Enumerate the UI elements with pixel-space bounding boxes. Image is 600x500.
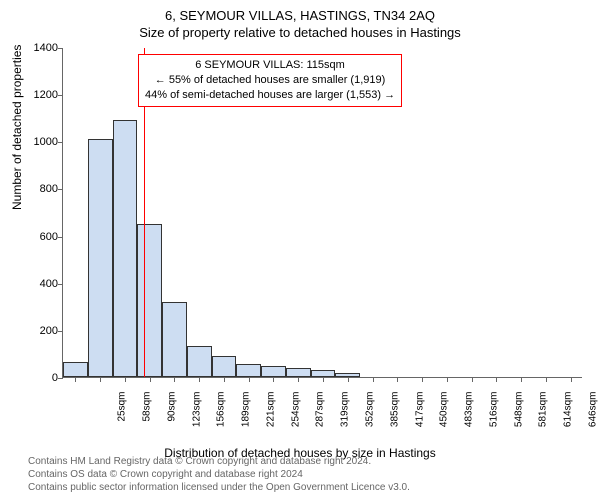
plot-region: 020040060080010001200140025sqm58sqm90sqm… xyxy=(62,48,582,378)
x-tick-label: 319sqm xyxy=(340,392,351,442)
annotation-line-1: 6 SEYMOUR VILLAS: 115sqm xyxy=(145,58,395,73)
x-tick-label: 646sqm xyxy=(587,392,598,442)
x-tick xyxy=(298,377,299,382)
histogram-bar xyxy=(162,302,187,377)
annotation-line-2: ← 55% of detached houses are smaller (1,… xyxy=(145,73,395,88)
footer-line-2: Contains OS data © Crown copyright and d… xyxy=(28,468,410,481)
histogram-bar xyxy=(286,368,311,377)
y-tick xyxy=(58,48,63,49)
x-tick xyxy=(397,377,398,382)
x-tick xyxy=(273,377,274,382)
x-tick-label: 25sqm xyxy=(117,392,128,442)
footer-line-1: Contains HM Land Registry data © Crown c… xyxy=(28,455,410,468)
x-tick xyxy=(422,377,423,382)
footer-line-3: Contains public sector information licen… xyxy=(28,481,410,494)
annotation-line-3: 44% of semi-detached houses are larger (… xyxy=(145,88,395,103)
x-tick-label: 156sqm xyxy=(216,392,227,442)
x-tick-label: 123sqm xyxy=(191,392,202,442)
x-tick-label: 483sqm xyxy=(464,392,475,442)
x-tick-label: 352sqm xyxy=(365,392,376,442)
x-tick-label: 516sqm xyxy=(488,392,499,442)
y-tick-label: 0 xyxy=(52,372,58,384)
histogram-bar xyxy=(311,370,336,377)
x-tick xyxy=(75,377,76,382)
chart-area: 020040060080010001200140025sqm58sqm90sqm… xyxy=(62,48,582,378)
histogram-bar xyxy=(236,364,261,377)
page-title: 6, SEYMOUR VILLAS, HASTINGS, TN34 2AQ xyxy=(0,0,600,23)
y-tick xyxy=(58,95,63,96)
histogram-bar xyxy=(113,120,138,377)
x-tick xyxy=(521,377,522,382)
x-tick xyxy=(199,377,200,382)
y-axis-label: Number of detached properties xyxy=(10,45,24,210)
x-tick-label: 450sqm xyxy=(439,392,450,442)
histogram-bar xyxy=(187,346,212,377)
x-tick-label: 221sqm xyxy=(265,392,276,442)
x-tick-label: 385sqm xyxy=(389,392,400,442)
y-tick-label: 1400 xyxy=(34,42,58,54)
x-tick-label: 90sqm xyxy=(166,392,177,442)
histogram-bar xyxy=(63,362,88,377)
x-tick xyxy=(496,377,497,382)
y-tick-label: 800 xyxy=(40,183,58,195)
x-tick-label: 287sqm xyxy=(315,392,326,442)
x-tick xyxy=(224,377,225,382)
x-tick xyxy=(571,377,572,382)
histogram-bar xyxy=(137,224,162,377)
footer-attribution: Contains HM Land Registry data © Crown c… xyxy=(28,455,410,494)
y-tick xyxy=(58,284,63,285)
y-tick xyxy=(58,142,63,143)
y-tick-label: 400 xyxy=(40,278,58,290)
x-tick-label: 417sqm xyxy=(414,392,425,442)
histogram-bar xyxy=(261,366,286,377)
y-tick-label: 600 xyxy=(40,231,58,243)
x-tick xyxy=(447,377,448,382)
x-tick xyxy=(472,377,473,382)
page-subtitle: Size of property relative to detached ho… xyxy=(0,23,600,40)
y-tick xyxy=(58,237,63,238)
x-tick xyxy=(125,377,126,382)
y-tick-label: 1200 xyxy=(34,89,58,101)
x-tick-label: 189sqm xyxy=(241,392,252,442)
annotation-box: 6 SEYMOUR VILLAS: 115sqm← 55% of detache… xyxy=(138,54,402,107)
x-tick-label: 254sqm xyxy=(290,392,301,442)
x-tick xyxy=(100,377,101,382)
x-tick xyxy=(174,377,175,382)
x-tick xyxy=(150,377,151,382)
x-tick-label: 58sqm xyxy=(142,392,153,442)
y-tick xyxy=(58,378,63,379)
x-tick-label: 548sqm xyxy=(513,392,524,442)
x-tick xyxy=(323,377,324,382)
x-tick xyxy=(348,377,349,382)
y-tick-label: 1000 xyxy=(34,136,58,148)
x-tick-label: 581sqm xyxy=(538,392,549,442)
x-tick-label: 614sqm xyxy=(563,392,574,442)
histogram-bar xyxy=(88,139,113,377)
y-tick xyxy=(58,189,63,190)
histogram-bar xyxy=(212,356,237,377)
x-tick xyxy=(546,377,547,382)
y-tick xyxy=(58,331,63,332)
y-tick-label: 200 xyxy=(40,325,58,337)
x-tick xyxy=(373,377,374,382)
x-tick xyxy=(249,377,250,382)
